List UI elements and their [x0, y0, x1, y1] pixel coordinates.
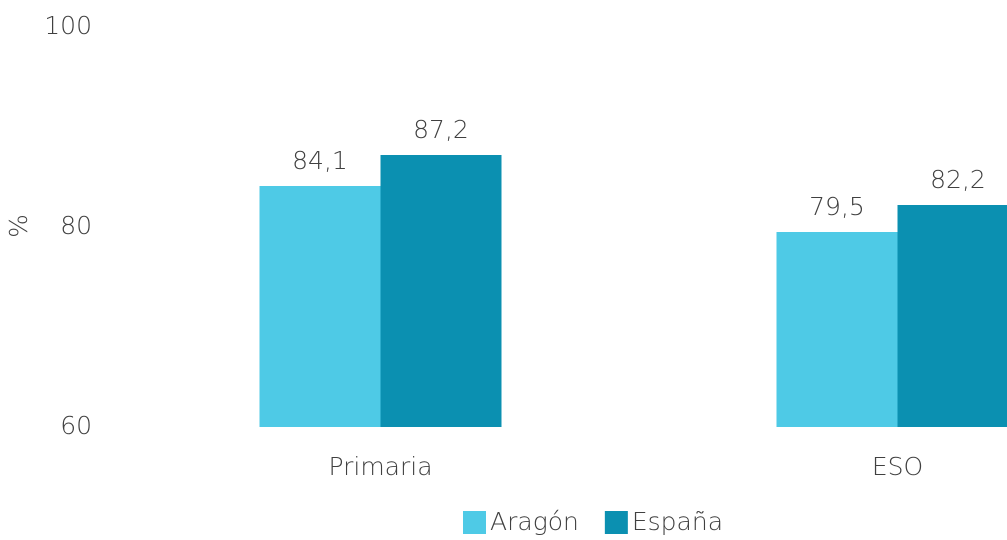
data-label: 82,2: [930, 165, 986, 194]
y-tick-label: 100: [44, 11, 92, 40]
legend-swatch: [604, 511, 628, 534]
data-label: 79,5: [809, 192, 865, 221]
bar: [776, 232, 898, 427]
legend-swatch: [463, 511, 486, 534]
data-label: 87,2: [413, 115, 469, 144]
legend-label: España: [632, 507, 723, 536]
bar: [259, 186, 381, 427]
x-tick-label: ESO: [872, 452, 923, 481]
legend-label: Aragón: [490, 507, 579, 536]
y-axis-label: %: [4, 214, 33, 238]
y-tick-label: 80: [60, 211, 92, 240]
x-tick-label: Primaria: [328, 452, 432, 481]
bar: [380, 155, 502, 427]
bar: [897, 205, 1007, 427]
y-tick-label: 60: [60, 411, 92, 440]
data-label: 84,1: [292, 146, 348, 175]
